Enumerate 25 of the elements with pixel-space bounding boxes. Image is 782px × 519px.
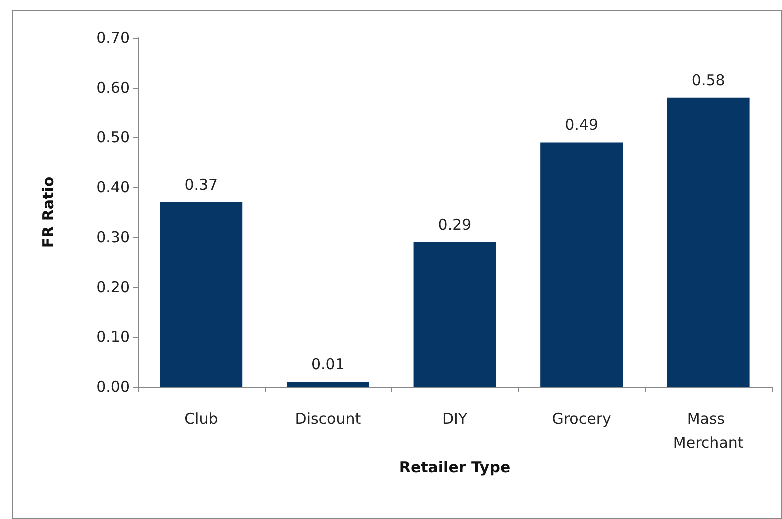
x-tick-label: Club [184, 410, 218, 428]
x-tick-label: DIY [442, 410, 468, 428]
y-tick-label: 0.40 [96, 178, 130, 197]
y-tick-label: 0.50 [96, 128, 130, 147]
y-axis-title: FR Ratio [40, 176, 58, 248]
y-tick-label: 0.20 [96, 278, 130, 296]
data-label: 0.29 [438, 216, 472, 234]
bar [540, 142, 624, 387]
y-tick-label: 0.00 [96, 378, 130, 396]
x-tick-label: Mass Merchant [673, 410, 744, 452]
x-tick-label: Discount [295, 410, 362, 428]
x-tick-label: Grocery [552, 410, 612, 428]
bar [667, 98, 750, 387]
y-tick-label: 0.10 [96, 328, 130, 346]
bar [160, 202, 243, 387]
bar [414, 242, 496, 387]
data-label: 0.37 [184, 176, 218, 194]
data-label: 0.58 [692, 71, 726, 90]
x-axis-title: Retailer Type [399, 458, 511, 476]
y-tick-label: 0.60 [96, 78, 130, 97]
data-label: 0.01 [311, 356, 345, 374]
y-tick-label: 0.30 [96, 228, 130, 246]
y-tick-label: 0.70 [96, 29, 130, 47]
bar [286, 382, 370, 387]
data-label: 0.49 [565, 116, 599, 134]
